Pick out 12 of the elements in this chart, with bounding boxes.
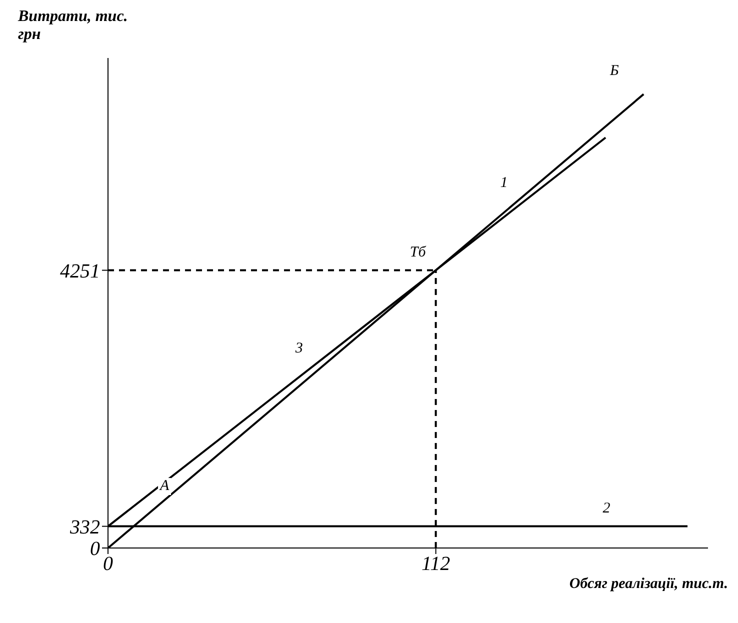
- annotation: Б: [608, 63, 621, 80]
- y-tick-label: 4251: [60, 260, 100, 282]
- annotation: А: [158, 478, 172, 495]
- annotation: 2: [602, 500, 611, 516]
- x-tick-label: 112: [422, 553, 450, 576]
- annotation: Тб: [410, 244, 426, 260]
- y-tick-label: 332: [69, 516, 100, 538]
- annotation: 1: [500, 174, 508, 191]
- y-tick-label: 0: [90, 538, 100, 560]
- x-axis-title: Обсяг реалізації, тис.т.: [569, 576, 728, 593]
- y-axis-title: Витрати, тис. грн: [18, 8, 128, 44]
- annotation: 3: [294, 340, 303, 356]
